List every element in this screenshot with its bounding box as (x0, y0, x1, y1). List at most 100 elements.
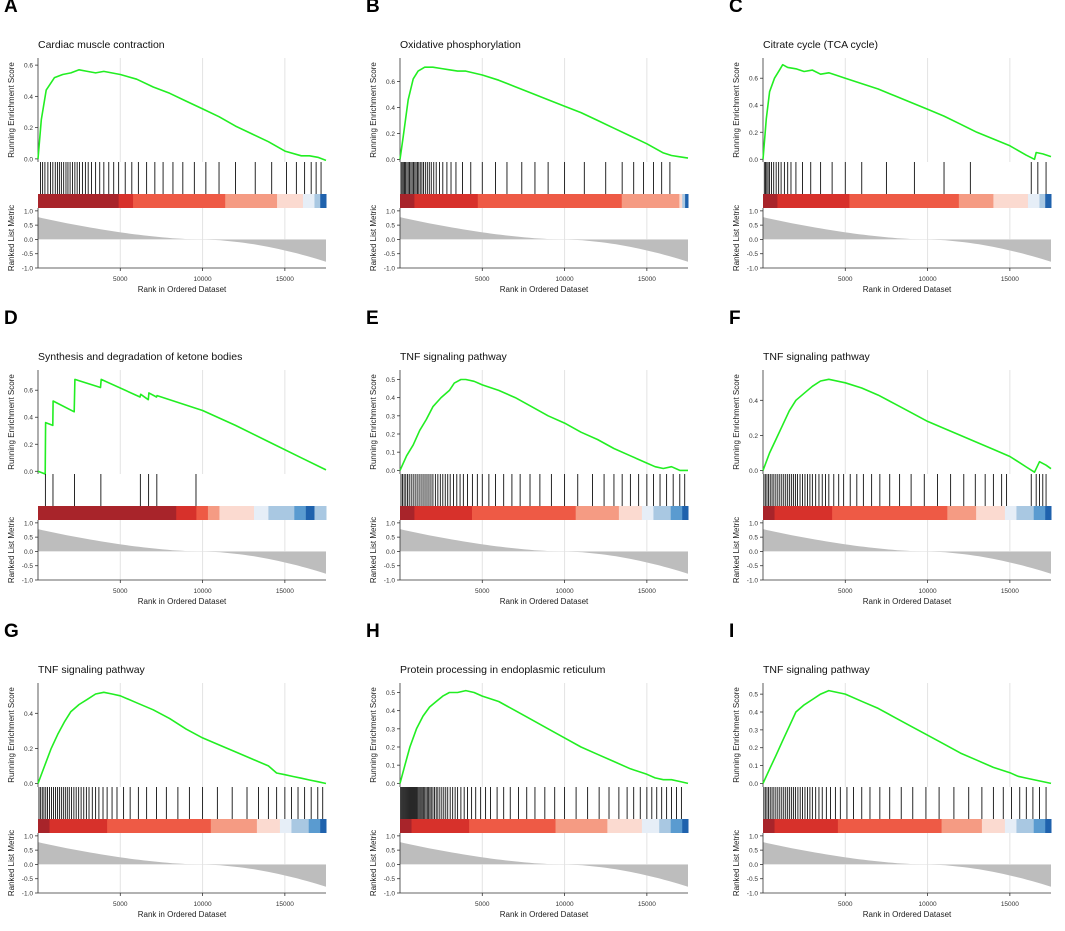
metric-tick-label: -0.5 (747, 563, 759, 570)
metric-tick-label: -0.5 (22, 876, 34, 883)
heat-segment (294, 506, 307, 520)
heat-segment (268, 506, 295, 520)
metric-y-label: Ranked List Metric (7, 517, 16, 583)
gsea-panel-g: G TNF signaling pathway 0.0 0.2 0.4 Running E… (0, 621, 355, 931)
heat-segment (308, 819, 321, 833)
x-tick-label: 15000 (638, 901, 656, 908)
heat-segment (219, 506, 255, 520)
x-tick-label: 10000 (919, 588, 937, 595)
es-y-label: Running Enrichment Score (732, 62, 741, 158)
metric-tick-label: -1.0 (22, 891, 34, 898)
gsea-panel-f: F TNF signaling pathway 0.0 0.2 0.4 Running E… (725, 308, 1065, 618)
panel-letter: E (366, 308, 379, 329)
es-tick-label: 0.4 (749, 398, 758, 405)
x-tick-label: 5000 (838, 901, 853, 908)
es-tick-label: 0.1 (386, 763, 395, 770)
panel-letter: H (366, 621, 380, 642)
heat-segment (1016, 819, 1035, 833)
heat-segment (314, 506, 327, 520)
es-tick-label: 0.4 (386, 708, 395, 715)
x-axis-label: Rank in Ordered Dataset (500, 285, 589, 294)
metric-tick-label: 1.0 (749, 520, 758, 527)
metric-tick-label: 0.5 (386, 223, 395, 230)
metric-tick-label: 0.5 (386, 848, 395, 855)
metric-tick-label: -1.0 (747, 891, 759, 898)
es-tick-label: 0.5 (386, 690, 395, 697)
heat-segment (38, 506, 177, 520)
es-y-label: Running Enrichment Score (7, 687, 16, 783)
es-tick-label: 0.2 (24, 442, 33, 449)
metric-tick-label: 1.0 (749, 208, 758, 215)
gsea-panel-e: E TNF signaling pathway 0.0 0.1 0.2 0.3 0.4 0.5… (362, 308, 717, 618)
chart-title: Oxidative phosphorylation (400, 39, 521, 51)
heat-segment (414, 194, 479, 208)
es-y-label: Running Enrichment Score (732, 687, 741, 783)
metric-tick-label: 0.5 (24, 535, 33, 542)
heat-segment (1045, 506, 1052, 520)
es-tick-label: 0.2 (24, 746, 33, 753)
metric-tick-label: -1.0 (22, 266, 34, 273)
heat-segment (763, 194, 778, 208)
x-tick-label: 15000 (638, 588, 656, 595)
panel-letter: B (366, 0, 380, 17)
x-tick-label: 10000 (919, 901, 937, 908)
es-tick-label: 0.0 (749, 781, 758, 788)
gsea-plot: Cardiac muscle contraction 0.0 0.2 0.4 0.6 Ru… (7, 39, 327, 294)
metric-tick-label: 0.0 (386, 862, 395, 869)
es-curve (37, 69, 327, 162)
metric-tick-label: -1.0 (384, 266, 396, 273)
es-tick-label: 0.3 (386, 413, 395, 420)
metric-tick-label: 1.0 (24, 833, 33, 840)
gsea-plot: Citrate cycle (TCA cycle) 0.0 0.2 0.4 0.6 Run… (732, 39, 1052, 294)
heat-segment (641, 819, 660, 833)
heat-segment (176, 506, 197, 520)
metric-y-label: Ranked List Metric (7, 205, 16, 271)
metric-tick-label: 0.0 (749, 862, 758, 869)
heat-segment (849, 194, 960, 208)
heat-segment (320, 194, 327, 208)
heat-segment (653, 506, 672, 520)
x-tick-label: 15000 (1001, 276, 1019, 283)
panel-letter: A (4, 0, 18, 17)
heat-segment (400, 819, 413, 833)
gsea-panel-h: H Protein processing in endoplasmic retic… (362, 621, 717, 931)
x-tick-label: 10000 (556, 588, 574, 595)
metric-tick-label: -1.0 (22, 578, 34, 585)
x-tick-label: 15000 (638, 276, 656, 283)
metric-tick-label: -0.5 (747, 876, 759, 883)
x-tick-label: 5000 (838, 588, 853, 595)
heat-segment (682, 194, 686, 208)
heat-segment (254, 506, 269, 520)
panel-letter: D (4, 308, 18, 329)
heat-segment (414, 506, 473, 520)
es-curve (37, 691, 327, 785)
heat-segment (832, 506, 948, 520)
metric-y-label: Ranked List Metric (732, 205, 741, 271)
es-tick-label: 0.6 (749, 76, 758, 83)
x-tick-label: 15000 (276, 588, 294, 595)
heat-segment (670, 506, 683, 520)
metric-tick-label: 1.0 (386, 833, 395, 840)
gsea-plot: Oxidative phosphorylation 0.0 0.2 0.4 0.6 Run… (369, 39, 689, 294)
x-axis-label: Rank in Ordered Dataset (138, 285, 227, 294)
x-axis-label: Rank in Ordered Dataset (863, 597, 952, 606)
heat-segment (607, 819, 643, 833)
es-tick-label: 0.3 (386, 726, 395, 733)
x-tick-label: 15000 (276, 276, 294, 283)
heat-segment (38, 819, 51, 833)
metric-tick-label: 1.0 (386, 520, 395, 527)
metric-tick-label: -0.5 (384, 563, 396, 570)
es-y-label: Running Enrichment Score (369, 62, 378, 158)
es-tick-label: 0.0 (386, 468, 395, 475)
es-tick-label: 0.2 (749, 433, 758, 440)
heat-segment (291, 819, 310, 833)
heat-segment (981, 819, 1006, 833)
heat-segment (958, 194, 994, 208)
metric-tick-label: 0.5 (749, 223, 758, 230)
chart-title: TNF signaling pathway (763, 664, 871, 676)
chart-title: TNF signaling pathway (763, 351, 871, 363)
es-tick-label: 0.5 (386, 377, 395, 384)
metric-tick-label: -0.5 (384, 251, 396, 258)
es-tick-label: 0.2 (749, 130, 758, 137)
gsea-panel-d: D Synthesis and degradation of ketone bod… (0, 308, 355, 618)
